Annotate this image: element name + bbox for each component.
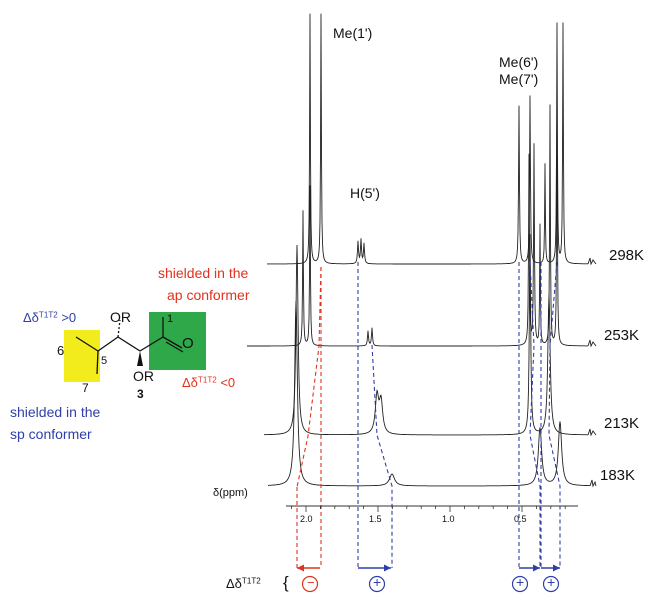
arrow-me1-head — [297, 564, 304, 572]
blue-note-line2: sp conformer — [10, 426, 92, 442]
spectrum-trace-3 — [268, 300, 590, 487]
sign-circle-plus-h5 — [368, 575, 386, 593]
red-note-line2: ap conformer — [167, 287, 250, 303]
h5-peak-label: H(5') — [350, 185, 380, 201]
atom-label-7: 7 — [82, 381, 89, 395]
molecule-structure — [64, 312, 206, 382]
ppm-axis — [286, 505, 578, 512]
blue-note-line1: shielded in the — [10, 404, 101, 420]
sign-minus: − — [307, 575, 315, 590]
ppm-tick-1-5: 1.5 — [369, 514, 382, 524]
sign-plus-me7: + — [547, 574, 556, 590]
me7-peak-label: Me(7') — [499, 71, 539, 87]
carbonyl-o-label: O — [182, 335, 194, 352]
spectrum-tail-3 — [589, 479, 597, 488]
yellow-highlight-box — [64, 330, 100, 382]
red-delta-label: ΔδT1T2 <0 — [182, 375, 236, 390]
blue-guide-1 — [371, 344, 393, 568]
me6-peak-label: Me(6') — [499, 54, 539, 70]
shift-arrows — [297, 564, 560, 593]
wedge-bond — [137, 351, 143, 366]
green-highlight-box — [149, 312, 206, 370]
temperature-label-183: 183K — [600, 467, 636, 484]
arrow-me7-head — [553, 564, 560, 572]
spectrum-tail-2 — [587, 428, 597, 437]
spectrum-tail-0 — [587, 257, 597, 266]
arrow-h5-head — [384, 564, 391, 572]
me1-peak-label: Me(1') — [333, 25, 373, 41]
temperature-label-253: 253K — [604, 327, 640, 344]
ester-bottom-label: OR — [133, 368, 154, 384]
ppm-axis-label: δ(ppm) — [213, 487, 248, 499]
guide-lines — [296, 261, 561, 568]
sign-plus-h5: + — [373, 574, 382, 590]
spectrum-traces — [247, 13, 597, 488]
temperature-label-298: 298K — [609, 247, 645, 264]
sign-plus-me6: + — [516, 574, 525, 590]
spectra-panel — [247, 13, 597, 593]
delta-row-label: ΔδT1T2 — [226, 576, 261, 591]
spectrum-trace-2 — [264, 234, 588, 436]
sign-circle-plus-me6 — [511, 575, 529, 593]
skeleton-bonds — [75, 317, 184, 375]
sign-circle-plus-me7 — [542, 575, 560, 593]
sign-circle-minus — [301, 575, 319, 593]
ester-top-label: OR — [110, 309, 131, 325]
red-note-line1: shielded in the — [158, 265, 249, 281]
ppm-tick-2-0: 2.0 — [300, 514, 313, 524]
spectrum-tail-1 — [587, 339, 597, 348]
delta-row-brace: { — [283, 573, 289, 592]
atom-label-1: 1 — [167, 313, 174, 325]
atom-label-5: 5 — [101, 355, 108, 367]
atom-label-6: 6 — [57, 343, 65, 358]
arrow-me6-head — [533, 564, 540, 572]
compound-number: 3 — [137, 387, 144, 401]
blue-delta-label: ΔδT1T2 >0 — [23, 310, 77, 325]
temperature-label-213: 213K — [604, 415, 640, 432]
blue-guide-3 — [529, 261, 541, 568]
blue-guide-5 — [548, 261, 561, 568]
ppm-tick-1-0: 1.0 — [442, 514, 455, 524]
ppm-tick-0-5: 0.5 — [514, 514, 527, 524]
